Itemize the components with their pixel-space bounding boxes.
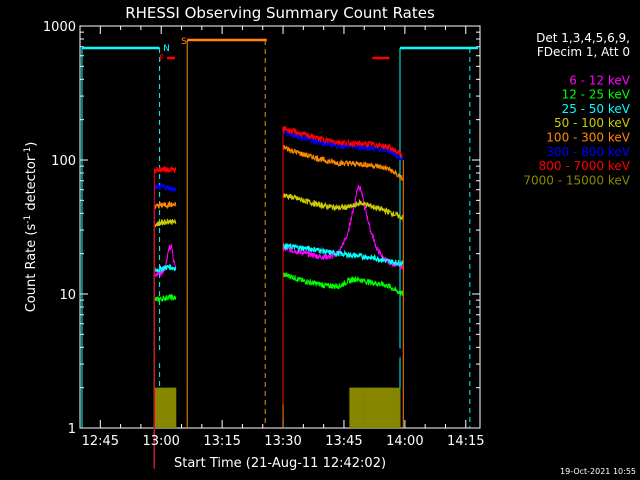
series-line — [153, 293, 177, 469]
night-label: N — [163, 44, 170, 54]
x-tick-label: 14:15 — [447, 434, 484, 449]
legend-entry: 3 - 6 keV — [577, 59, 631, 73]
series-line — [282, 199, 403, 405]
legend-entry: 300 - 800 keV — [546, 145, 630, 159]
x-axis-label: Start Time (21-Aug-11 12:42:02) — [174, 456, 386, 471]
y-tick-labels: 1 10 100 1000 — [43, 20, 76, 437]
series-line — [282, 126, 403, 405]
plot-frame — [79, 25, 481, 429]
series-line — [282, 129, 404, 405]
legend-entry: 6 - 12 keV — [569, 73, 631, 87]
series-layer — [153, 126, 404, 469]
series-line — [153, 218, 177, 469]
x-tick-label: 13:15 — [203, 434, 240, 449]
series-line — [153, 200, 177, 469]
legend-header: Det 1,3,4,5,6,9, — [536, 31, 630, 45]
y-axis-label-part2: detector — [24, 155, 39, 215]
flare-label: F — [159, 54, 164, 64]
y-axis-label-part3: ) — [24, 142, 39, 147]
x-tick-label: 12:45 — [82, 434, 119, 449]
y-tick-label: 10 — [59, 288, 76, 303]
y-axis-label-sup1: -1 — [23, 215, 33, 224]
legend-entry: 100 - 300 keV — [546, 131, 630, 145]
series-line — [153, 263, 177, 469]
legend-entry: 12 - 25 keV — [562, 88, 631, 102]
x-tick-label: 14:00 — [386, 434, 423, 449]
footer-date: 19-Oct-2021 10:55 — [560, 467, 636, 476]
y-axis-label: Count Rate (s-1 detector-1) — [23, 142, 39, 313]
chart-title: RHESSI Observing Summary Count Rates — [125, 4, 435, 22]
legend-header: FDecim 1, Att 0 — [537, 45, 630, 59]
x-tick-label: 13:30 — [264, 434, 301, 449]
legend-entry: 800 - 7000 keV — [539, 159, 631, 173]
x-tick-label: 13:00 — [142, 434, 179, 449]
y-axis-label-sup2: -1 — [23, 147, 33, 156]
legend-entry: 7000 - 15000 keV — [523, 173, 630, 187]
y-tick-label: 1000 — [43, 20, 76, 35]
axis-ticks — [79, 25, 480, 429]
legend-entry: 50 - 100 keV — [554, 116, 631, 130]
series-line — [282, 144, 404, 405]
saa-label: S — [181, 37, 187, 47]
series-line — [153, 182, 177, 469]
series-line — [153, 276, 177, 469]
legend-entry: 25 - 50 keV — [562, 102, 631, 116]
legend: Det 1,3,4,5,6,9,FDecim 1, Att 03 - 6 keV… — [523, 31, 630, 187]
series-line — [153, 164, 177, 469]
series-line — [282, 193, 404, 405]
y-tick-label: 1 — [68, 422, 76, 437]
y-tick-label: 100 — [51, 154, 76, 169]
y-axis-label-part1: Count Rate (s — [24, 224, 39, 313]
series-line — [282, 272, 404, 405]
observing-overlays: FN S — [81, 37, 478, 428]
x-tick-label: 13:45 — [325, 434, 362, 449]
x-tick-labels: 12:45 13:00 13:15 13:30 13:45 14:00 14:15 — [82, 434, 485, 449]
series-line — [282, 243, 404, 405]
